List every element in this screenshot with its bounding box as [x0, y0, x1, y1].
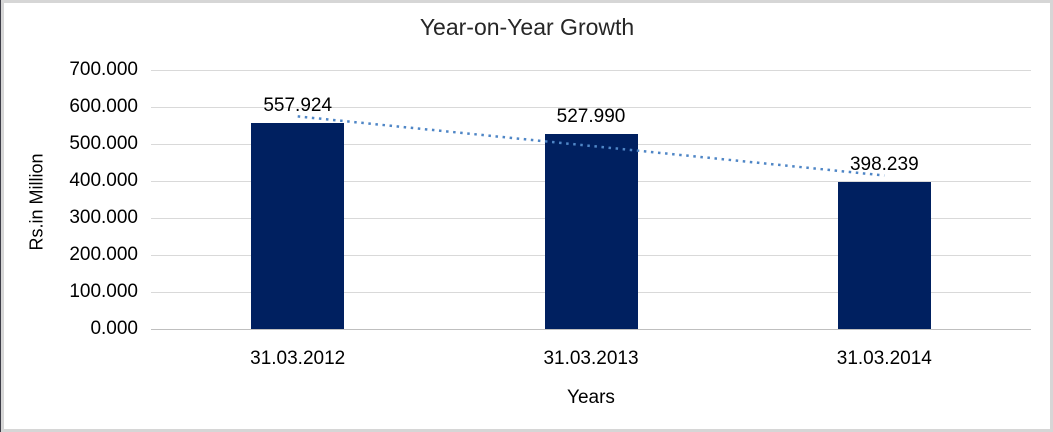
x-category-label: 31.03.2014	[836, 348, 932, 369]
bar	[544, 133, 638, 329]
y-tick-label: 300.000	[69, 207, 138, 228]
bar-value-label: 398.239	[849, 153, 919, 175]
y-tick-label: 600.000	[69, 96, 138, 117]
x-axis-title: Years	[567, 387, 615, 408]
y-tick-label: 100.000	[69, 281, 138, 302]
bar-value-label: 527.990	[556, 105, 626, 127]
x-axis-line	[151, 329, 1031, 330]
y-tick-label: 400.000	[69, 170, 138, 191]
bar-value-label: 557.924	[263, 94, 333, 116]
y-tick-label: 200.000	[69, 244, 138, 265]
gridline	[151, 107, 1031, 108]
gridline	[151, 70, 1031, 71]
bar	[837, 181, 931, 329]
y-tick-label: 700.000	[69, 59, 138, 80]
y-axis-title: Rs.in Million	[26, 153, 47, 251]
bar	[251, 122, 345, 329]
chart-title: Year-on-Year Growth	[419, 14, 635, 40]
y-tick-label: 0.000	[90, 318, 138, 339]
x-category-label: 31.03.2013	[543, 348, 639, 369]
x-category-label: 31.03.2012	[250, 348, 346, 369]
y-tick-label: 500.000	[69, 133, 138, 154]
